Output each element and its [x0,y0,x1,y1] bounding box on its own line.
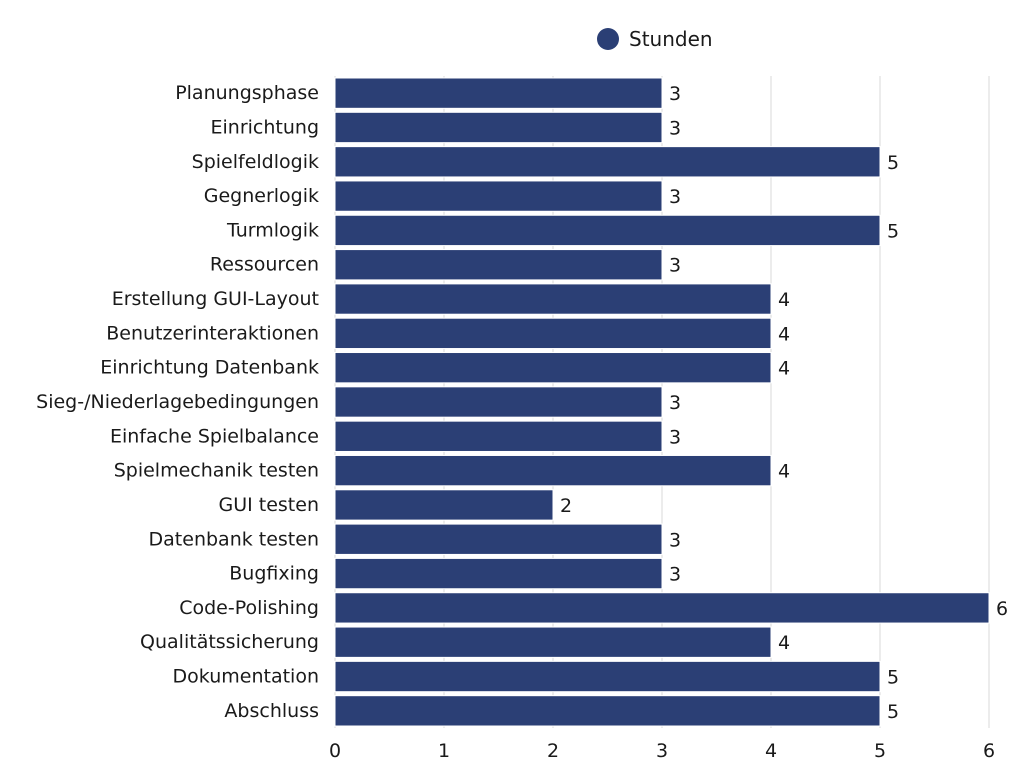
value-label: 2 [560,495,572,517]
category-label: Einrichtung Datenbank [100,357,319,379]
x-tick-label: 4 [765,740,777,762]
bar [334,77,663,109]
value-label: 5 [887,220,899,242]
category-label: Datenbank testen [149,528,319,550]
category-label: Turmlogik [226,219,319,241]
category-label: Code-Polishing [179,597,319,619]
value-label: 3 [669,83,681,105]
category-label: Einrichtung [211,116,320,138]
bar [334,283,772,315]
legend-marker [597,28,619,50]
category-label: Ressourcen [210,254,319,276]
category-label: Sieg-/Niederlagebedingungen [36,391,319,413]
category-label: Abschluss [224,700,319,722]
bar [334,420,663,452]
legend-label: Stunden [629,27,713,51]
category-label: Gegnerlogik [204,185,319,207]
value-label: 3 [669,564,681,586]
value-label: 5 [887,152,899,174]
value-label: 6 [996,598,1008,620]
bar [334,317,772,350]
bars [334,77,990,727]
x-tick-label: 3 [656,740,668,762]
category-labels: Planungsphase Einrichtung Spielfeldlogik Ge… [36,82,319,722]
bar [334,695,881,727]
category-label: Bugfixing [229,563,319,585]
value-label: 3 [669,392,681,414]
x-tick-label: 0 [329,740,341,762]
category-label: GUI testen [219,494,320,516]
value-label: 3 [669,426,681,448]
bar [334,249,663,281]
bar [334,214,881,247]
bar [334,180,663,212]
value-label: 4 [778,289,790,311]
value-labels: 3 3 5 3 5 3 4 4 4 3 3 4 2 3 3 6 4 5 5 [560,83,1008,723]
x-tick-label: 5 [874,740,886,762]
value-label: 4 [778,461,790,483]
category-label: Spielfeldlogik [192,151,319,173]
x-axis-ticks: 0 1 2 3 4 5 6 [329,740,995,762]
bar [334,626,772,658]
value-label: 3 [669,186,681,208]
category-label: Planungsphase [175,82,319,104]
value-label: 4 [778,632,790,654]
value-label: 3 [669,117,681,139]
value-label: 5 [887,667,899,689]
bar [334,557,663,590]
bar [334,352,772,384]
bar [334,454,772,487]
category-label: Dokumentation [173,666,319,688]
x-tick-label: 2 [547,740,559,762]
bar [334,489,554,521]
bar [334,386,663,418]
x-tick-label: 6 [983,740,995,762]
value-label: 4 [778,358,790,380]
bar [334,523,663,555]
category-label: Benutzerinteraktionen [106,322,319,344]
legend: Stunden [597,27,713,51]
value-label: 4 [778,323,790,345]
value-label: 3 [669,529,681,551]
value-label: 3 [669,255,681,277]
bar [334,111,663,144]
category-label: Einfache Spielbalance [110,425,319,447]
x-tick-label: 1 [438,740,450,762]
category-label: Erstellung GUI-Layout [112,288,319,310]
bar [334,660,881,693]
category-label: Spielmechanik testen [114,460,319,482]
bar [334,592,990,624]
category-label: Qualitätssicherung [140,631,319,653]
value-label: 5 [887,701,899,723]
bar [334,146,881,178]
